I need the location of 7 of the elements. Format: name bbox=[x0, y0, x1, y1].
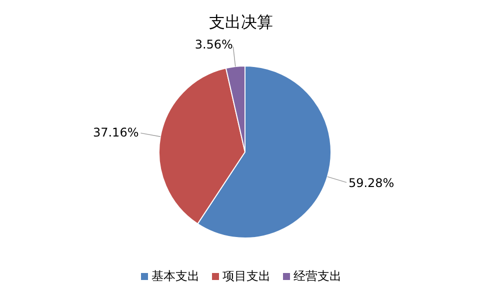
data-label: 59.28% bbox=[348, 176, 394, 190]
chart-title: 支出决算 bbox=[209, 12, 273, 32]
data-label: 3.56% bbox=[194, 38, 233, 52]
legend-label: 项目支出 bbox=[222, 268, 270, 285]
legend-label: 经营支出 bbox=[294, 268, 342, 285]
data-label: 37.16% bbox=[92, 126, 139, 140]
legend-label: 基本支出 bbox=[152, 268, 200, 285]
